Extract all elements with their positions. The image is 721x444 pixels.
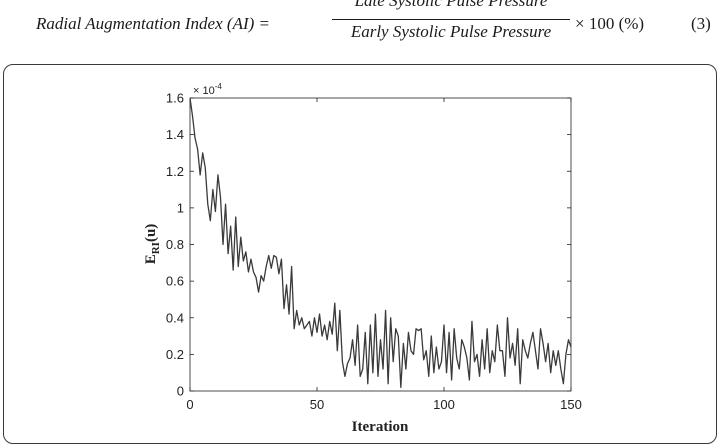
x-tick-label: 100 — [433, 397, 455, 412]
y-tick-label: 1.4 — [166, 127, 184, 142]
y-tick-label: 0.2 — [166, 347, 184, 362]
y-tick-label: 1 — [177, 200, 184, 215]
y-tick-label: 0.8 — [166, 237, 184, 252]
y-axis-label: ERI(u) — [143, 224, 162, 265]
equation-lhs: Radial Augmentation Index (AI) = — [36, 14, 270, 33]
y-axis: 0 0.2 0.4 0.6 0.8 1 1.2 1.4 1.6 — [166, 91, 571, 399]
plot-area — [189, 97, 572, 392]
y-exponent-power: -4 — [215, 82, 223, 91]
fraction-bar — [332, 19, 570, 20]
equation-rhs: × 100 (%) — [575, 14, 645, 33]
y-exponent: × 10-4 — [193, 82, 222, 97]
x-tick-label: 0 — [186, 397, 193, 412]
x-axis: 0 50 100 150 — [186, 98, 582, 412]
y-tick-label: 0.6 — [166, 274, 184, 289]
series-line — [189, 97, 572, 388]
y-axis-label-main: E — [143, 254, 159, 264]
x-tick-label: 50 — [310, 397, 324, 412]
equation-denominator: Early Systolic Pulse Pressure — [350, 22, 552, 41]
y-exponent-base: × 10 — [193, 85, 215, 97]
x-tick-label: 150 — [560, 397, 582, 412]
y-tick-label: 1.6 — [166, 91, 184, 106]
y-axis-label-suffix: (u) — [143, 224, 159, 242]
equation-number: (3) — [691, 14, 711, 33]
equation-fraction: Late Systolic Pulse Pressure Early Systo… — [332, 0, 570, 52]
y-tick-label: 1.2 — [166, 164, 184, 179]
equation-numerator: Late Systolic Pulse Pressure — [354, 0, 548, 10]
y-axis-label-subscript: RI — [150, 242, 162, 254]
x-axis-label: Iteration — [352, 419, 409, 435]
y-tick-label: 0.4 — [166, 310, 184, 325]
y-tick-label: 0 — [177, 384, 184, 399]
equation: Radial Augmentation Index (AI) = Late Sy… — [0, 0, 721, 52]
